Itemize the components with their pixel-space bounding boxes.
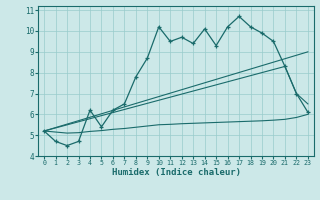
X-axis label: Humidex (Indice chaleur): Humidex (Indice chaleur) <box>111 168 241 177</box>
